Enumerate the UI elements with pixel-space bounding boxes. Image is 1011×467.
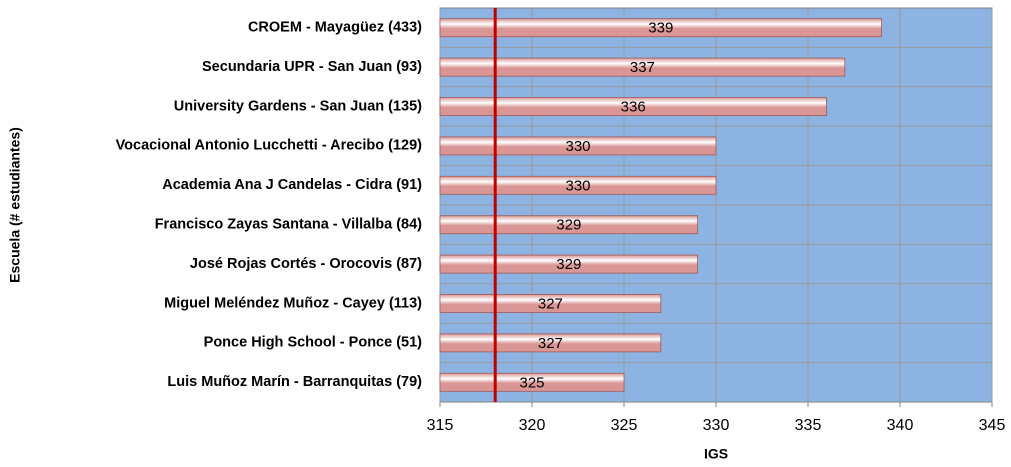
bar [439,175,717,195]
x-tick-label: 340 [887,417,914,434]
value-label: 329 [556,256,581,273]
value-label: 339 [648,20,673,37]
value-label: 327 [538,335,563,352]
y-tick-label: José Rojas Cortés - Orocovis (87) [190,256,422,272]
x-tick-label: 325 [611,417,638,434]
y-tick-label: Academia Ana J Candelas - Cidra (91) [162,177,422,193]
y-tick-label: Vocacional Antonio Lucchetti - Arecibo (… [116,138,423,154]
y-tick-label: Luis Muñoz Marín - Barranquitas (79) [167,374,422,390]
y-axis-title: Escuela (# estudiantes) [7,127,23,283]
value-label: 325 [519,374,544,391]
y-tick-label: Miguel Meléndez Muñoz - Cayey (113) [164,295,422,311]
x-tick-label: 335 [795,417,822,434]
value-label: 330 [565,177,590,194]
value-label: 327 [538,295,563,312]
value-label: 329 [556,217,581,234]
bar [439,136,717,156]
x-axis-title: IGS [704,446,728,462]
bar [439,254,699,274]
bar [439,215,699,235]
x-tick-label: 330 [703,417,730,434]
x-tick-label: 345 [979,417,1006,434]
value-label: 336 [621,98,646,115]
bar [439,57,846,77]
bar [439,372,625,392]
x-tick-label: 315 [427,417,454,434]
y-tick-label: CROEM - Mayagüez (433) [248,20,422,36]
bar [439,18,883,38]
y-tick-label: Ponce High School - Ponce (51) [204,335,423,351]
value-label: 337 [630,59,655,76]
y-tick-label: Francisco Zayas Santana - Villalba (84) [155,217,422,233]
x-tick-label: 320 [519,417,546,434]
bar [439,97,827,116]
y-tick-label: Secundaria UPR - San Juan (93) [202,59,422,75]
y-tick-label: University Gardens - San Juan (135) [174,98,422,114]
value-label: 330 [565,138,590,155]
